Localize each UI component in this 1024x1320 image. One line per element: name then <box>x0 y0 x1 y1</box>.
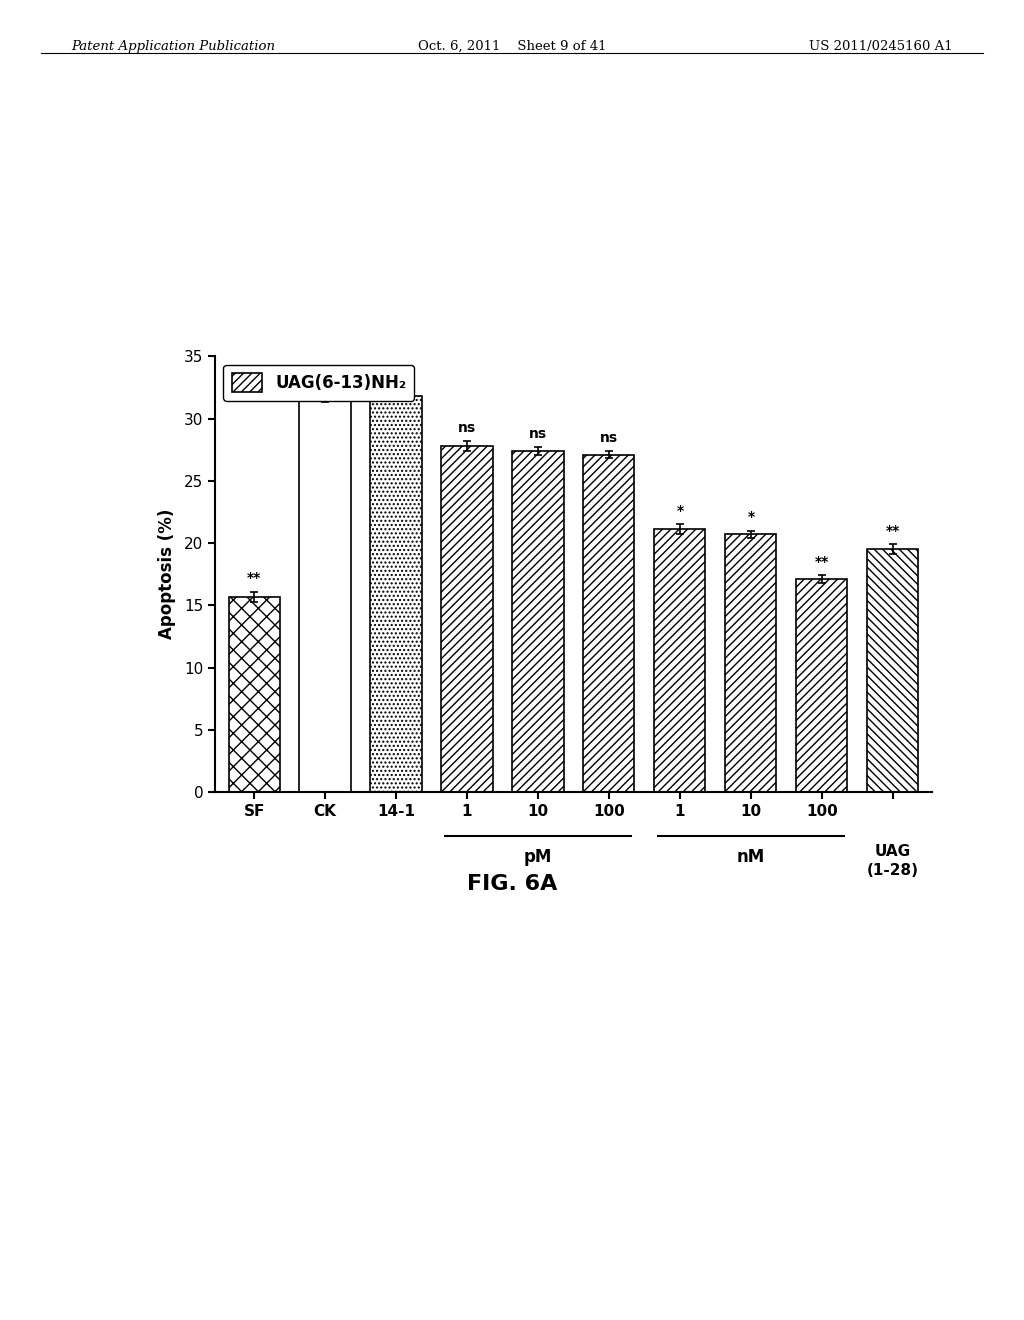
Text: ns: ns <box>528 428 547 441</box>
Bar <box>725 535 776 792</box>
Text: UAG
(1-28): UAG (1-28) <box>866 845 919 878</box>
Text: FIG. 6A: FIG. 6A <box>467 874 557 895</box>
Bar <box>299 396 350 792</box>
Text: **: ** <box>815 556 829 569</box>
Text: pM: pM <box>523 847 552 866</box>
Text: nM: nM <box>736 847 765 866</box>
Text: Patent Application Publication: Patent Application Publication <box>72 40 275 53</box>
Bar <box>441 446 493 792</box>
Text: **: ** <box>886 524 900 539</box>
Text: *: * <box>676 504 683 519</box>
Text: ns: ns <box>458 421 476 434</box>
Text: US 2011/0245160 A1: US 2011/0245160 A1 <box>809 40 952 53</box>
Bar <box>371 396 422 792</box>
Bar <box>228 597 280 792</box>
Text: Oct. 6, 2011    Sheet 9 of 41: Oct. 6, 2011 Sheet 9 of 41 <box>418 40 606 53</box>
Bar <box>867 549 919 792</box>
Bar <box>584 454 635 792</box>
Text: **: ** <box>247 572 261 585</box>
Bar <box>512 451 563 792</box>
Bar <box>797 579 848 792</box>
Y-axis label: Apoptosis (%): Apoptosis (%) <box>158 510 175 639</box>
Legend: UAG(6-13)NH₂: UAG(6-13)NH₂ <box>223 364 415 401</box>
Text: ns: ns <box>600 430 618 445</box>
Bar <box>654 529 706 792</box>
Text: *: * <box>748 511 755 524</box>
